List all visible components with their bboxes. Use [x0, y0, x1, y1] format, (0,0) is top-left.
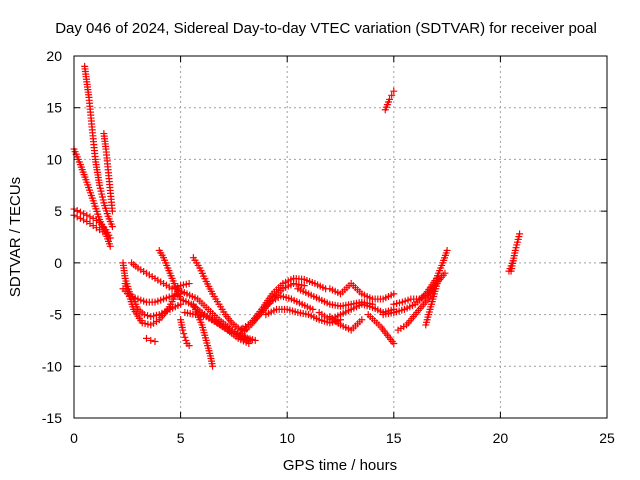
y-tick-label: 10	[46, 151, 62, 167]
data-point	[390, 87, 398, 95]
y-tick-label: 20	[46, 48, 62, 64]
data-point	[144, 312, 152, 320]
data-point	[245, 340, 253, 348]
data-point	[388, 91, 396, 99]
data-points	[70, 62, 524, 370]
data-point	[441, 269, 449, 277]
data-point	[142, 334, 150, 342]
plot-frame	[73, 55, 608, 419]
data-point	[179, 326, 187, 334]
x-tick-label: 25	[599, 430, 615, 446]
y-tick-label: 15	[46, 100, 62, 116]
data-point	[509, 257, 517, 265]
y-tick-label: -5	[50, 307, 63, 323]
series-arc-30	[422, 274, 443, 329]
data-point	[516, 230, 524, 238]
x-tick-label: 20	[493, 430, 509, 446]
series-arc-33	[505, 257, 517, 275]
data-point	[309, 305, 317, 313]
series-arc-12	[177, 316, 193, 350]
series-arc-20	[245, 292, 317, 329]
series-arc-14	[189, 254, 249, 334]
x-tick-label: 10	[279, 430, 295, 446]
data-point	[83, 211, 91, 219]
chart-title: Day 046 of 2024, Sidereal Day-to-day VTE…	[55, 20, 597, 37]
series-arc-3	[100, 130, 116, 215]
series-arc-23	[315, 300, 398, 324]
data-point	[358, 316, 366, 324]
y-tick-label: -10	[42, 358, 62, 374]
series-arc-10	[142, 334, 159, 345]
series-arc-2	[81, 62, 116, 231]
y-tick-label: 0	[54, 255, 62, 271]
data-point	[73, 207, 81, 215]
data-point	[151, 337, 159, 345]
data-point	[182, 336, 190, 344]
series-arc-27	[379, 246, 451, 319]
data-point	[209, 362, 217, 370]
data-point	[443, 246, 451, 254]
series-arc-26	[364, 311, 398, 348]
y-axis-label: SDTVAR / TECUs	[7, 177, 24, 297]
series-arc-24	[326, 280, 398, 303]
series-arc-17	[181, 309, 253, 348]
data-point	[76, 214, 84, 222]
data-point	[185, 342, 193, 350]
data-point	[147, 336, 155, 344]
data-point	[80, 210, 88, 218]
series-arc-9	[128, 259, 193, 293]
y-tick-label: -15	[42, 410, 62, 426]
data-point	[185, 280, 193, 288]
data-point	[300, 282, 308, 290]
data-point	[390, 340, 398, 348]
data-point	[180, 330, 188, 338]
data-point	[390, 290, 398, 298]
data-point	[435, 274, 443, 282]
data-point	[102, 230, 110, 238]
series-arc-25	[326, 313, 366, 334]
data-point	[108, 223, 116, 231]
x-axis-label: GPS time / hours	[283, 457, 397, 474]
x-tick-label: 15	[386, 430, 402, 446]
data-point	[106, 234, 114, 242]
data-point	[108, 207, 116, 215]
data-point	[86, 213, 94, 221]
data-point	[76, 208, 84, 216]
data-point	[80, 216, 88, 224]
x-tick-label: 5	[177, 430, 185, 446]
series-arc-31	[381, 87, 398, 114]
x-tick-label: 0	[70, 430, 78, 446]
data-point	[181, 333, 189, 341]
series-arc-11	[155, 246, 185, 303]
data-point	[73, 213, 81, 221]
data-point	[386, 95, 394, 103]
data-point	[106, 242, 114, 250]
y-tick-label: 5	[54, 203, 62, 219]
data-point	[140, 311, 148, 319]
